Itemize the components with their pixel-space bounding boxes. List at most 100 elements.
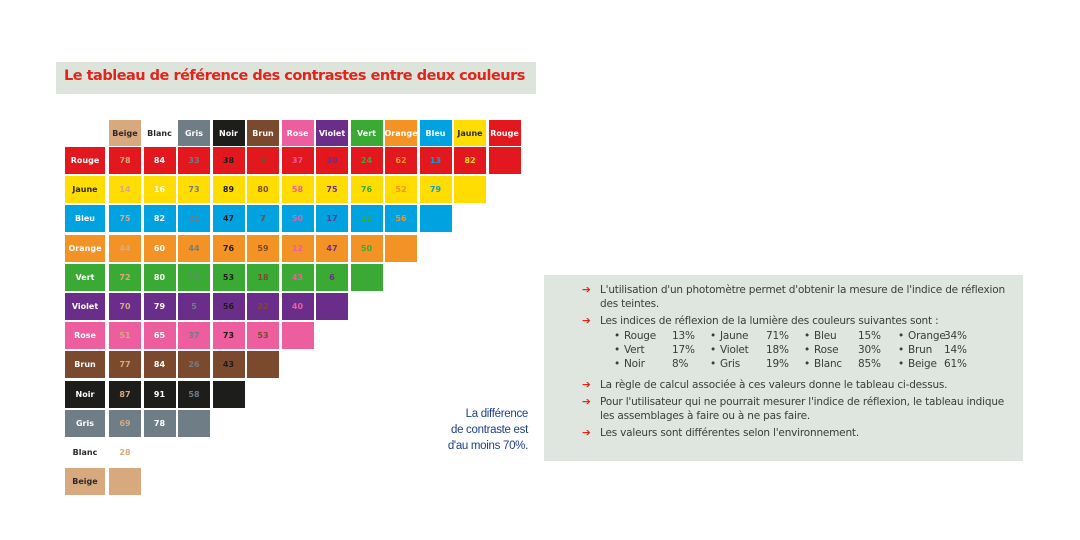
contrast-cell: 18 xyxy=(247,263,279,291)
contrast-cell: 44 xyxy=(178,234,210,262)
contrast-cell: 17 xyxy=(316,205,348,233)
bullet-icon: • xyxy=(804,358,810,370)
reflectance-name: Rouge xyxy=(624,330,657,342)
info-point-text: Les indices de réflexion de la lumière d… xyxy=(600,315,939,327)
arrow-right-icon: ➔ xyxy=(582,315,591,327)
contrast-cell: 38 xyxy=(212,147,245,174)
reflectance-pct: 19% xyxy=(766,358,789,370)
contrast-cell: 21 xyxy=(178,205,210,233)
reflectance-pct: 8% xyxy=(672,358,689,370)
reflectance-name: Orange xyxy=(908,330,946,342)
arrow-right-icon: ➔ xyxy=(582,427,591,439)
contrast-cell: 80 xyxy=(143,263,176,291)
reflectance-item: • Beige 61% xyxy=(898,357,967,371)
row-header-violet: Violet xyxy=(65,293,105,320)
contrast-cell: 53 xyxy=(212,263,245,291)
diagonal-cell xyxy=(350,263,383,291)
contrast-cell: 70 xyxy=(109,293,141,320)
contrast-cell: 69 xyxy=(109,409,141,437)
contrast-cell: 82 xyxy=(454,147,486,174)
column-header-vert: Vert xyxy=(350,120,383,146)
contrast-cell: 47 xyxy=(316,234,348,262)
contrast-cell: 12 xyxy=(281,234,314,262)
column-header-blanc: Blanc xyxy=(147,128,172,138)
note-line: La différence xyxy=(465,408,529,420)
contrast-cell: 37 xyxy=(178,322,210,350)
contrast-cell: 75 xyxy=(316,176,348,204)
column-header-brun: Brun xyxy=(247,120,279,146)
reflectance-item: • Rose 30% xyxy=(804,343,881,357)
contrast-cell: 62 xyxy=(385,147,417,174)
contrast-cell: 33 xyxy=(178,147,210,174)
row-header-blanc: Blanc xyxy=(72,448,98,457)
contrast-cell: 80 xyxy=(247,176,279,204)
contrast-cell: 89 xyxy=(212,176,245,204)
contrast-cell: 73 xyxy=(178,176,210,204)
contrast-cell: 77 xyxy=(109,351,141,379)
reflectance-item: • Blanc 85% xyxy=(804,357,881,371)
column-header-jaune: Jaune xyxy=(454,120,486,146)
reflectance-name: Jaune xyxy=(720,330,749,342)
contrast-cell: 43 xyxy=(212,351,245,379)
row-header-vert: Vert xyxy=(65,263,105,291)
contrast-cell: 16 xyxy=(143,176,176,204)
contrast-cell: 28 xyxy=(119,448,131,457)
row-header-rouge: Rouge xyxy=(65,147,105,174)
diagonal-cell xyxy=(212,380,245,408)
diagonal-cell xyxy=(488,147,521,174)
reflectance-item: • Gris 19% xyxy=(710,357,789,371)
row-header-noir: Noir xyxy=(65,380,105,408)
contrast-cell: 72 xyxy=(109,263,141,291)
reflectance-pct: 85% xyxy=(858,358,881,370)
contrast-cell: 47 xyxy=(212,205,245,233)
column-header-orange: Orange xyxy=(385,120,418,146)
contrast-cell: 51 xyxy=(109,322,141,350)
contrast-matrix: Beige Blanc Gris Noir Brun Rose Violet Vert Oran… xyxy=(0,0,540,500)
info-point-text: Pour l'utilisateur qui ne pourrait mesur… xyxy=(600,396,1005,422)
bullet-icon: • xyxy=(804,330,810,342)
diagonal-cell xyxy=(109,468,141,496)
reflectance-item: • Rouge 13% xyxy=(614,329,695,343)
contrast-cell: 50 xyxy=(350,234,383,262)
contrast-cell: 58 xyxy=(281,176,314,204)
contrast-cell: 76 xyxy=(350,176,383,204)
reflectance-item: • Vert 17% xyxy=(614,343,695,357)
bullet-icon: • xyxy=(898,330,904,342)
bullet-icon: • xyxy=(898,358,904,370)
reflectance-pct: 30% xyxy=(858,344,881,356)
reflectance-name: Noir xyxy=(624,358,645,370)
reflectance-name: Vert xyxy=(624,344,645,356)
contrast-cell: 82 xyxy=(143,205,176,233)
reflectance-pct: 18% xyxy=(766,344,789,356)
contrast-cell: 75 xyxy=(109,205,141,233)
diagonal-cell xyxy=(385,234,417,262)
info-list: ➔ L'utilisation d'un photomètre permet d'… xyxy=(582,283,1010,440)
bullet-icon: • xyxy=(710,330,716,342)
page-title: Le tableau de référence des contrastes e… xyxy=(64,68,525,84)
contrast-note: La différence de contraste est d'au moin… xyxy=(428,406,528,454)
info-point: ➔ Les valeurs sont différentes selon l'en… xyxy=(582,426,1010,440)
contrast-cell: 91 xyxy=(143,380,176,408)
note-line: de contraste est xyxy=(450,424,528,436)
contrast-cell: 7 xyxy=(247,205,279,233)
bullet-icon: • xyxy=(614,344,620,356)
contrast-cell: 76 xyxy=(212,234,245,262)
bullet-icon: • xyxy=(614,358,620,370)
reflectance-pct: 15% xyxy=(858,330,881,342)
info-point: ➔ L'utilisation d'un photomètre permet d'… xyxy=(582,283,1010,311)
column-header-noir: Noir xyxy=(212,120,245,146)
reflectance-pct: 61% xyxy=(944,358,967,370)
contrast-cell: 60 xyxy=(143,234,176,262)
contrast-cell: 87 xyxy=(109,380,141,408)
contrast-cell: 56 xyxy=(212,293,245,320)
reflectance-name: Blanc xyxy=(814,358,842,370)
diagonal-cell xyxy=(454,176,486,204)
contrast-cell: 30 xyxy=(316,147,348,174)
diagonal-cell xyxy=(316,293,348,320)
contrast-cell: 59 xyxy=(247,234,279,262)
reflectance-item: • Jaune 71% xyxy=(710,329,789,343)
info-point-text: Les valeurs sont différentes selon l'env… xyxy=(600,427,859,439)
contrast-cell: 58 xyxy=(178,380,210,408)
info-point: ➔ La règle de calcul associée à ces valeu… xyxy=(582,378,1010,392)
bullet-icon: • xyxy=(898,344,904,356)
